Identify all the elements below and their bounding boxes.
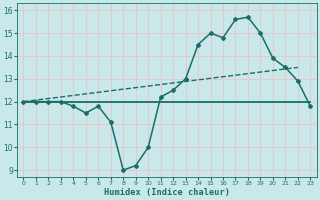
X-axis label: Humidex (Indice chaleur): Humidex (Indice chaleur) [104,188,230,197]
